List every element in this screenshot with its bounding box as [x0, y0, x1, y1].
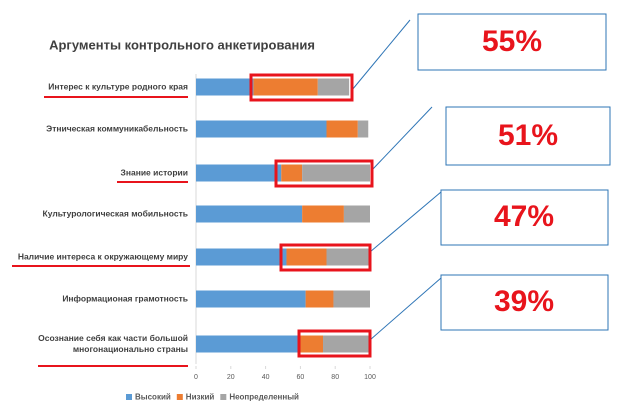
annotation: 39%	[494, 285, 554, 318]
y-tick-label: Знание истории	[120, 167, 188, 178]
underlines	[12, 96, 190, 367]
connector	[351, 19, 411, 91]
x-tick-label: 60	[297, 374, 305, 381]
bar-segment	[326, 248, 370, 266]
annotation: 51%	[498, 119, 558, 152]
bar-segment	[196, 248, 287, 266]
annotation-box	[440, 189, 609, 246]
bar-segment	[286, 248, 327, 266]
y-tick-label: Интерес к культуре родного края	[48, 81, 188, 92]
bar-segment	[302, 164, 370, 182]
y-tick-label: Информационая грамотность	[62, 293, 188, 304]
bar-segment	[333, 290, 370, 308]
bar-segment	[302, 205, 344, 223]
x-tick-label: 0	[194, 374, 198, 381]
bar-segment	[323, 335, 370, 353]
x-tick-label: 80	[331, 374, 339, 381]
chart-title: Аргументы контрольного анкетирования	[49, 37, 315, 52]
bar-segment	[300, 335, 324, 353]
bar-segment	[196, 78, 254, 96]
y-tick-label: Культурологическая мобильность	[42, 208, 188, 219]
connector	[369, 191, 442, 253]
bar-segment	[196, 335, 301, 353]
bar-segment	[326, 120, 358, 138]
highlight	[297, 329, 372, 358]
legend-swatch	[176, 394, 183, 400]
legend-label: Неопределенный	[229, 393, 299, 402]
legend-swatch	[220, 394, 227, 400]
highlight	[274, 159, 374, 188]
annotation-box	[417, 13, 607, 71]
legend: Высокий Низкий Неопределенный	[126, 393, 299, 402]
legend-label: Низкий	[186, 393, 215, 402]
connectors	[351, 19, 442, 341]
bar-segment	[317, 78, 350, 96]
y-tick-label: Этническая коммуникабельность	[46, 123, 188, 134]
bar-segment	[253, 78, 318, 96]
x-tick-label: 40	[262, 374, 270, 381]
annotation: 55%	[482, 25, 542, 58]
annotation-boxes	[417, 13, 611, 331]
bar-segment	[281, 164, 303, 182]
y-tick-label: Наличие интереса к окружающему миру	[17, 251, 188, 262]
connector	[371, 106, 433, 171]
bar-segment	[357, 120, 369, 138]
highlight	[249, 73, 354, 102]
bar-segment	[196, 120, 327, 138]
bar-segment	[305, 290, 334, 308]
legend-label: Высокий	[135, 393, 171, 402]
bar-segment	[196, 290, 306, 308]
bar-segment	[196, 164, 282, 182]
annotation-box	[440, 274, 609, 331]
y-tick-label: Осознание себя как части большой многона…	[38, 333, 188, 354]
x-tick-label: 100	[364, 374, 376, 381]
bar-segment	[196, 205, 303, 223]
highlights	[249, 73, 374, 358]
highlight	[279, 243, 372, 272]
annotation-box	[445, 106, 611, 166]
connector	[369, 277, 442, 341]
legend-swatch	[126, 394, 132, 400]
x-tick-label: 20	[227, 374, 235, 381]
bar-segment	[343, 205, 370, 223]
annotation: 47%	[494, 200, 554, 233]
